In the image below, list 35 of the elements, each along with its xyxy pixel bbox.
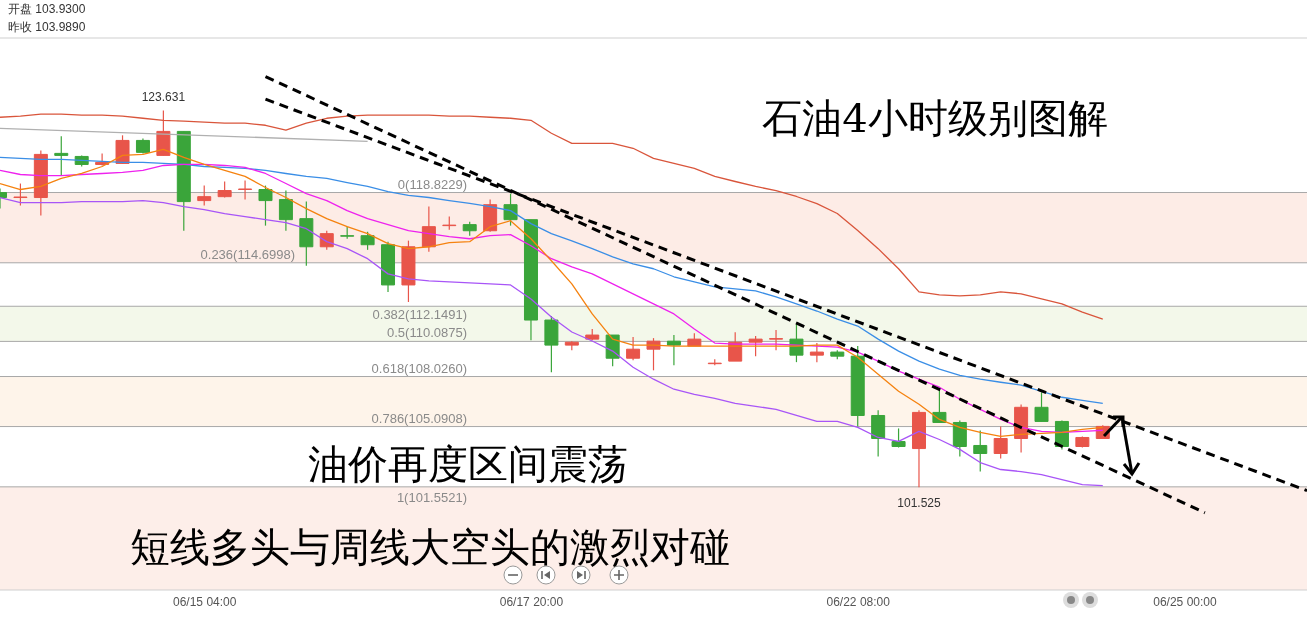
candlestick bbox=[278, 189, 293, 232]
x-tick-label: 06/22 08:00 bbox=[826, 594, 891, 609]
annotation: 油价再度区间震荡 bbox=[308, 441, 628, 487]
candlestick bbox=[769, 329, 784, 351]
annotation: 101.525 bbox=[897, 496, 941, 511]
candlestick bbox=[626, 336, 641, 361]
ref-line-label: 0(118.8229) bbox=[397, 176, 467, 192]
ref-line-label: 1(101.5521) bbox=[396, 489, 467, 505]
annotation: 短线多头与周线大空头的激烈对碰 bbox=[130, 524, 730, 570]
candlestick bbox=[1034, 391, 1049, 423]
candlestick bbox=[115, 134, 130, 165]
candlestick bbox=[197, 184, 212, 207]
candlestick bbox=[809, 342, 824, 363]
candlestick bbox=[503, 193, 518, 227]
candlestick bbox=[871, 409, 886, 458]
x-tick-label: 06/15 04:00 bbox=[173, 594, 237, 609]
ref-line-label: 0.618(108.0260) bbox=[371, 360, 467, 376]
ref-line-label: 0.236(114.6998) bbox=[200, 246, 295, 262]
text: 昨收 103.9890 bbox=[8, 20, 86, 34]
x-tick-label: 06/25 00:00 bbox=[1153, 594, 1217, 609]
x-tick-label: 06/17 20:00 bbox=[499, 594, 564, 609]
annotation: 石油4小时级别图解 bbox=[762, 95, 1108, 141]
candlestick bbox=[993, 425, 1008, 460]
text: 开盘 103.9300 bbox=[8, 2, 86, 16]
ref-line-label: 0.382(112.1491) bbox=[372, 307, 467, 323]
candlestick bbox=[891, 427, 906, 449]
candlestick bbox=[54, 135, 69, 177]
candlestick bbox=[973, 429, 988, 473]
candlestick bbox=[13, 182, 28, 207]
candlestick bbox=[258, 184, 273, 227]
ref-line-label: 0.5(110.0875) bbox=[387, 325, 467, 341]
ref-line-label: 0.786(105.0908) bbox=[371, 410, 467, 426]
annotation: 123.631 bbox=[141, 89, 186, 104]
candlestick bbox=[360, 231, 375, 251]
candlestick bbox=[238, 179, 253, 201]
